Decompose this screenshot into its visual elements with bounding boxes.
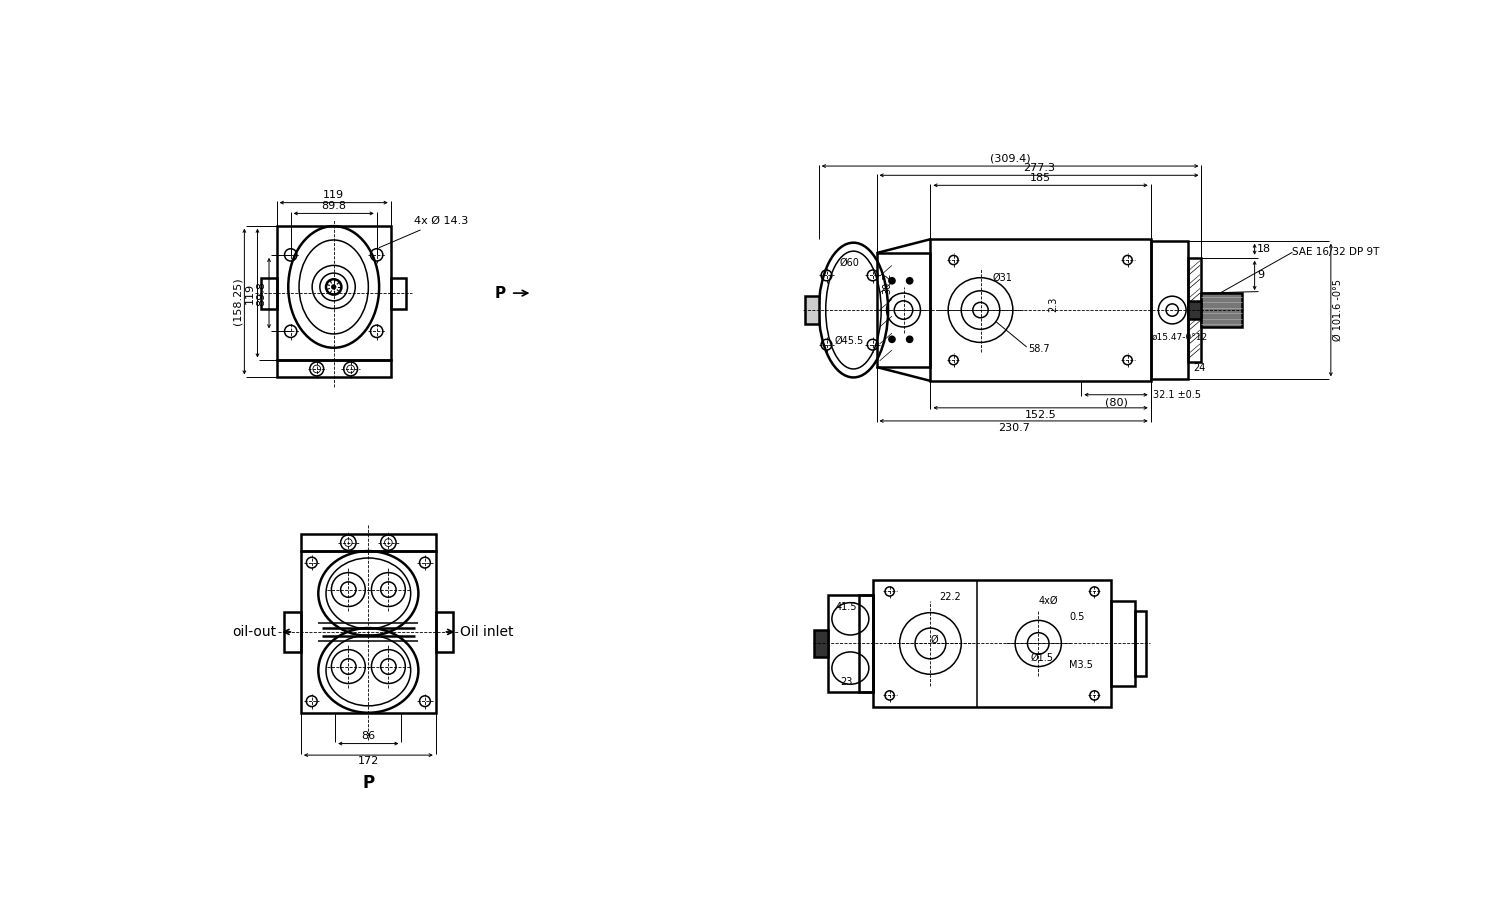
Bar [828,595,873,692]
Text: 152.5: 152.5 [1024,410,1056,420]
Circle shape [890,336,896,343]
Text: 4x Ø 14.3: 4x Ø 14.3 [380,216,468,247]
Circle shape [332,285,336,289]
Text: (158.25): (158.25) [232,278,242,325]
Text: Oil inlet: Oil inlet [460,624,514,639]
Text: 119: 119 [244,283,255,304]
Bar [390,278,406,308]
Text: Ø 101.6 -0°5: Ø 101.6 -0°5 [1334,279,1342,341]
Text: Ø1.5: Ø1.5 [1030,653,1053,663]
Text: ø15.47-0°12: ø15.47-0°12 [1152,334,1208,342]
Text: Ø: Ø [930,634,938,644]
Text: 119: 119 [322,190,345,200]
Text: 22.2: 22.2 [939,593,960,603]
Text: P: P [495,285,506,301]
Circle shape [906,278,912,284]
Text: 24: 24 [1192,363,1206,373]
Bar [1188,257,1202,363]
Text: SAE 16/32 DP 9T: SAE 16/32 DP 9T [1293,247,1380,257]
Bar [284,612,302,652]
Text: 185: 185 [1030,173,1051,183]
Text: (309.4): (309.4) [990,154,1030,164]
Bar [1134,611,1146,675]
Bar [1112,601,1134,685]
Text: Ø45.5: Ø45.5 [836,335,864,345]
Text: 9: 9 [1257,270,1264,280]
Text: Ø60: Ø60 [840,257,860,267]
Text: 172: 172 [357,756,380,766]
Text: Ø31: Ø31 [992,273,1012,283]
Text: 58.7: 58.7 [1028,344,1050,354]
Bar [276,225,390,361]
Bar [930,239,1150,381]
Circle shape [906,336,912,343]
Text: (80): (80) [1104,397,1128,407]
Bar [1150,241,1188,379]
Text: 89.8: 89.8 [321,201,346,211]
Text: 30.2: 30.2 [882,273,892,294]
Text: 0.5: 0.5 [1070,612,1084,622]
Bar [1202,293,1242,327]
Text: M3.5: M3.5 [1070,660,1094,670]
Text: 32.1 ±0.5: 32.1 ±0.5 [1154,390,1202,400]
Bar [435,612,453,652]
Bar [859,595,873,692]
Text: 41.5: 41.5 [836,602,858,612]
Bar [302,534,435,551]
Bar [302,551,435,713]
Bar [876,253,930,367]
Text: 230.7: 230.7 [998,424,1029,434]
Text: 2.3: 2.3 [1048,296,1059,312]
Bar [261,278,276,308]
Bar [276,361,390,377]
Text: 277.3: 277.3 [1023,163,1054,173]
Bar [873,580,1112,707]
Text: oil-out: oil-out [232,624,276,639]
Text: 18: 18 [1257,245,1270,255]
Text: P: P [363,774,375,792]
Bar [1188,301,1202,319]
Bar [806,296,819,324]
Text: 23: 23 [840,677,852,687]
Text: 4xØ: 4xØ [1038,596,1058,606]
Bar [815,630,828,657]
Text: 86: 86 [362,731,375,741]
Circle shape [890,278,896,284]
Text: 89.8: 89.8 [256,281,267,305]
